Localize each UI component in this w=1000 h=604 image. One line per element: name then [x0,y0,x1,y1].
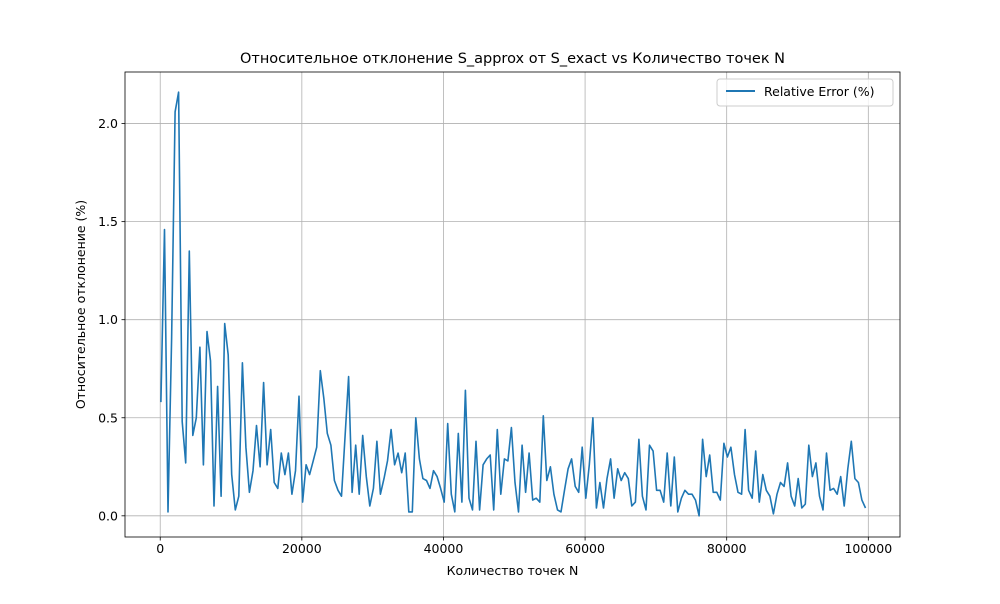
series-layer [160,91,867,517]
legend-box [716,78,894,107]
y-tick-label: 1.5 [98,214,118,229]
series-line [160,91,867,517]
legend-label: Relative Error (%) [764,84,874,99]
y-tick-label: 2.0 [98,116,118,131]
ticks: 0 20000 40000 60000 80000 100000 0.0 0.5 1.0 1.5 2… [98,116,892,556]
chart-title: Относительное отклонение S_approx от S_e… [240,51,785,67]
legend: Relative Error (%) [716,78,894,107]
y-axis-label: Относительное отклонение (%) [73,200,88,409]
x-tick-label: 20000 [282,541,322,556]
y-tick-label: 0.0 [98,508,118,523]
plot-frame [124,71,901,538]
y-tick-label: 0.5 [98,410,118,425]
x-tick-label: 40000 [424,541,464,556]
x-tick-label: 100000 [844,541,892,556]
x-tick-label: 60000 [565,541,605,556]
x-axis-label: Количество точек N [447,563,579,578]
grid [125,72,900,537]
x-tick-label: 80000 [707,541,747,556]
x-tick-label: 0 [156,541,164,556]
y-tick-label: 1.0 [98,312,118,327]
